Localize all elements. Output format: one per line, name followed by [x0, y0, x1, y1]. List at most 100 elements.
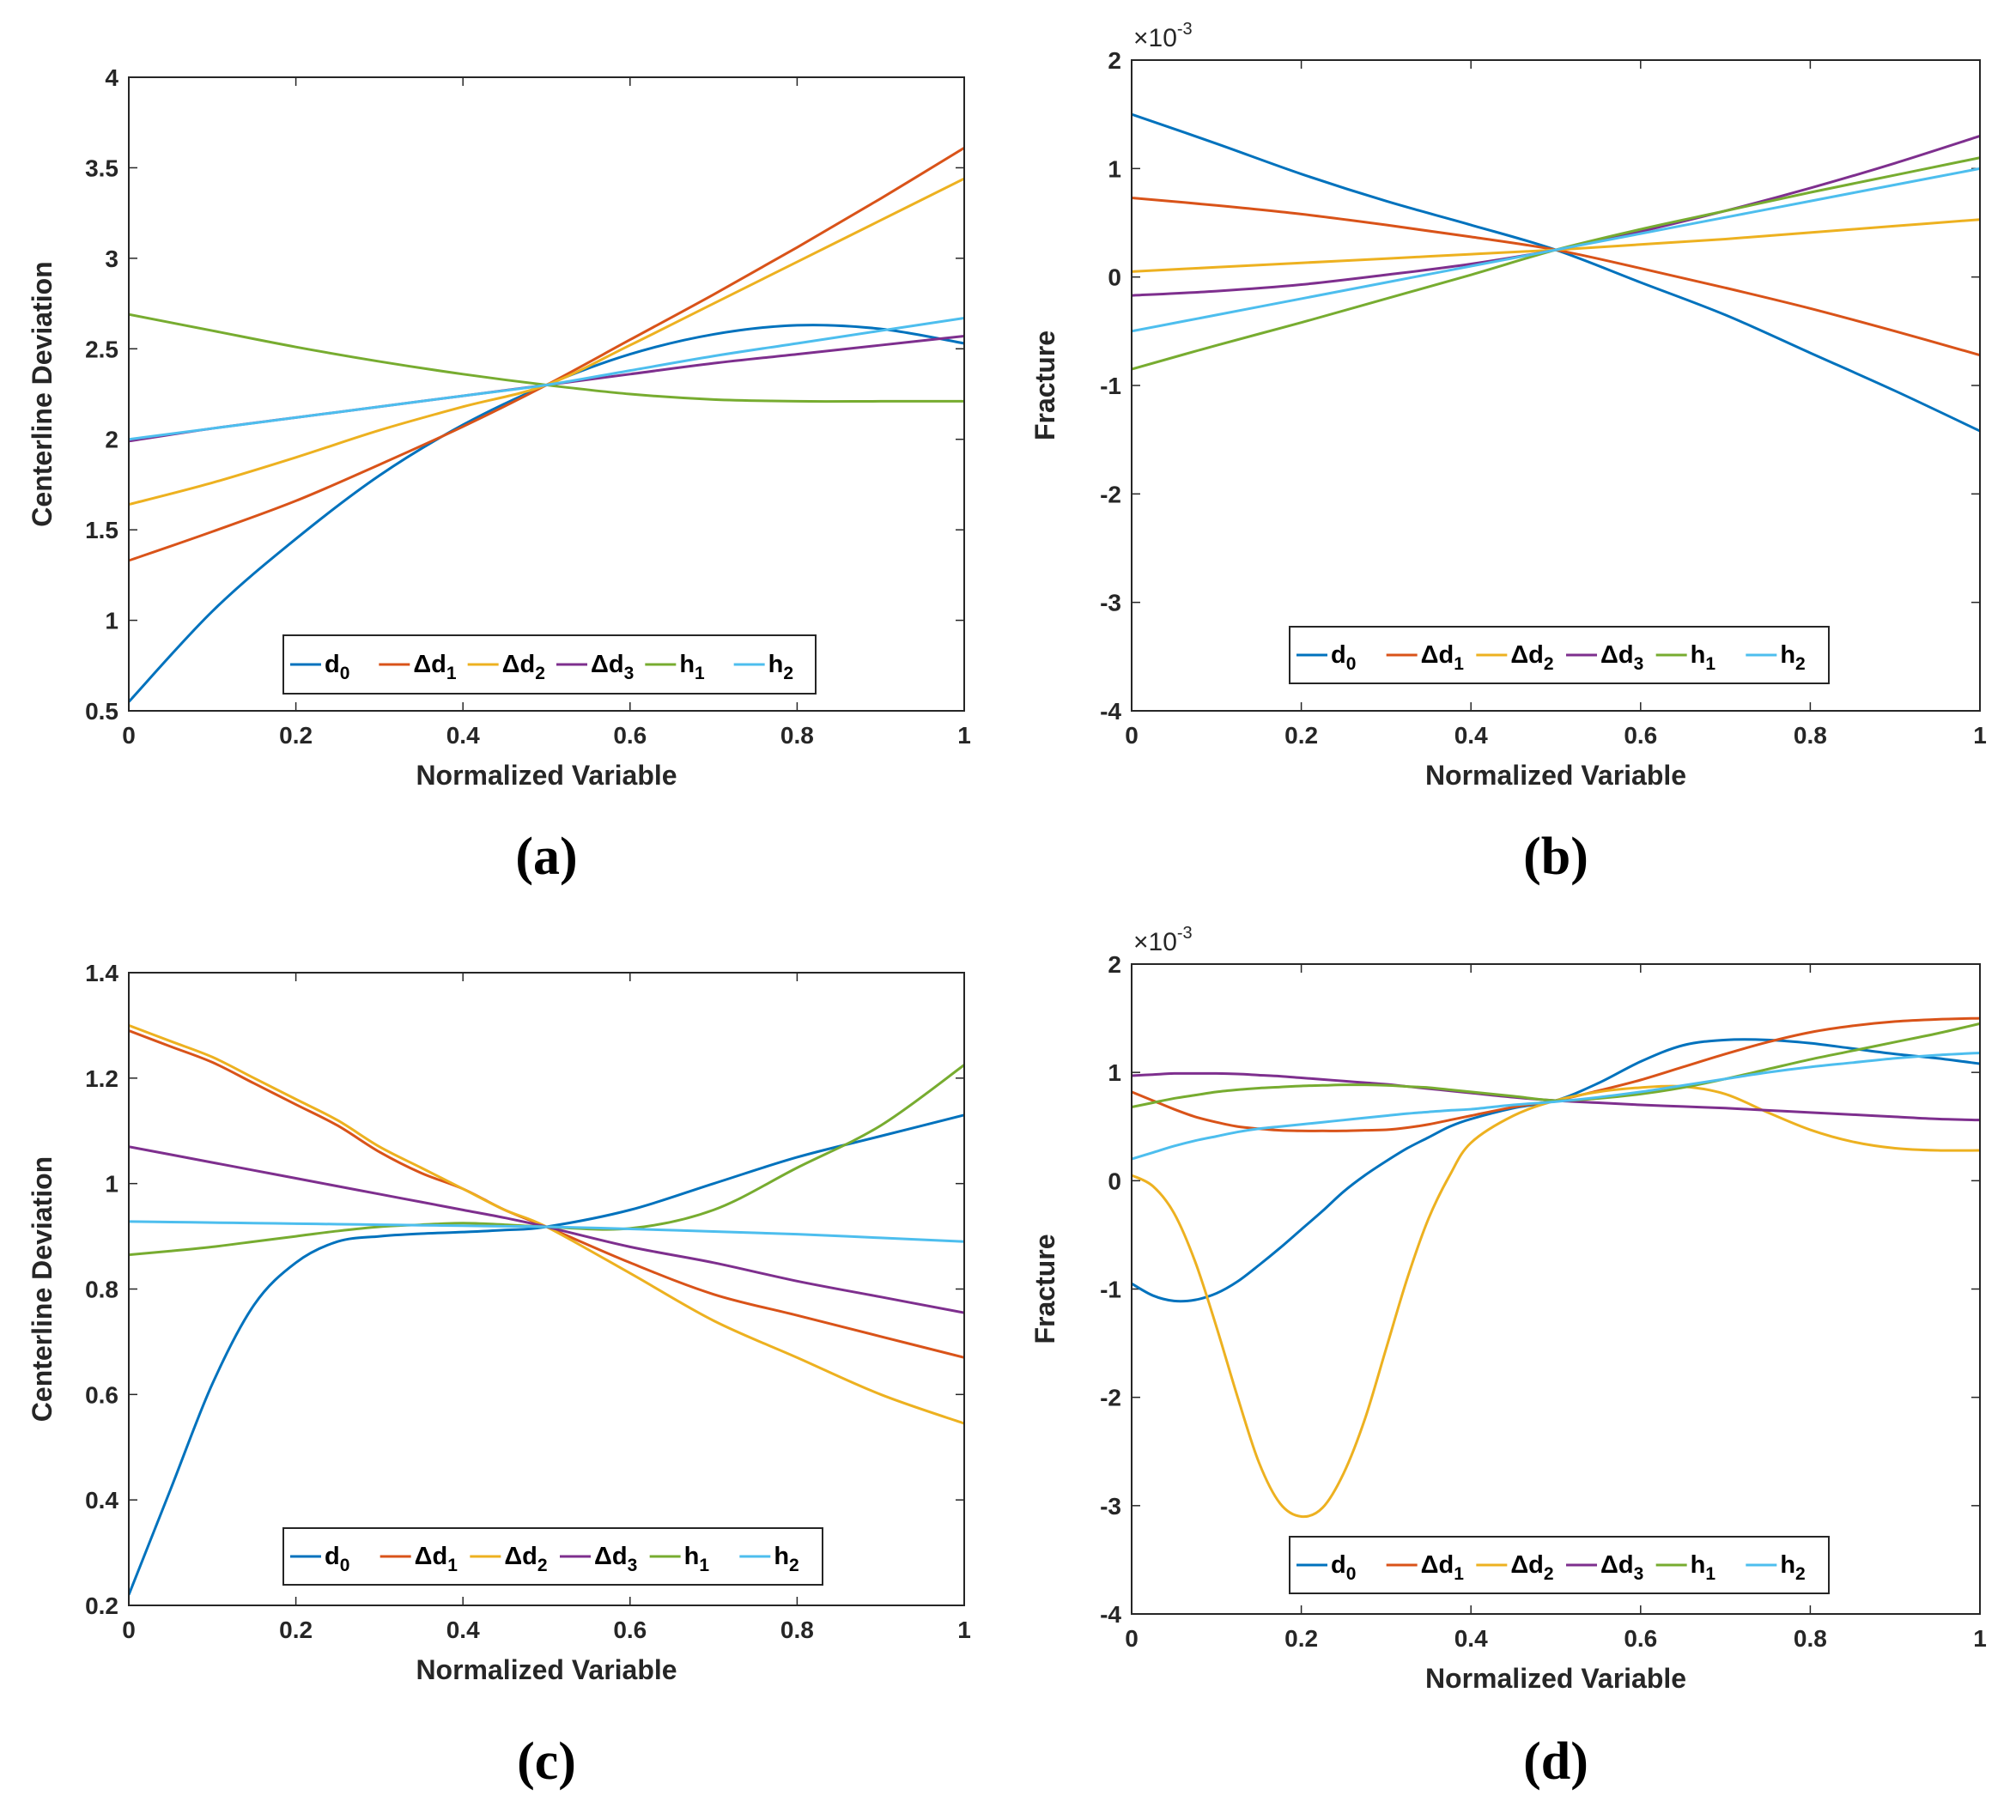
x-axis-label-b: Normalized Variable — [1425, 760, 1686, 791]
legend-b: d0 Δd1 Δd2 Δd3 h1 h2 — [1289, 626, 1830, 684]
y-tick-label-d: 1 — [1108, 1059, 1121, 1086]
legend-subscript: 0 — [1346, 1564, 1357, 1584]
legend-subscript: 2 — [537, 1556, 548, 1575]
legend-subscript: 2 — [535, 664, 545, 683]
panel-label-b: (b) — [1523, 828, 1588, 886]
legend-subscript: 0 — [1346, 654, 1357, 674]
y-tick-label-b: -2 — [1100, 481, 1121, 507]
x-tick-label-c: 0 — [122, 1617, 136, 1643]
series-line-h2 — [129, 1220, 964, 1243]
x-tick-label-c: 0.2 — [279, 1617, 313, 1643]
legend-subscript: 1 — [446, 664, 457, 683]
y-tick-label-a: 0.5 — [85, 698, 118, 725]
series-group-b — [1132, 112, 1980, 433]
plot-area-a — [129, 77, 964, 711]
y-tick-label-b: -1 — [1100, 373, 1121, 399]
x-tick-label-c: 0.8 — [780, 1617, 814, 1643]
y-tick-label-b: -3 — [1100, 590, 1121, 616]
legend-subscript: 0 — [340, 1556, 350, 1575]
x-tick-label-d: 1 — [1973, 1625, 1987, 1652]
y-axis-label-a: Centerline Deviation — [27, 261, 58, 526]
legend-subscript: 1 — [1454, 654, 1464, 674]
y-tick-label-d: -2 — [1100, 1385, 1121, 1411]
x-tick-label-c: 0.6 — [613, 1617, 647, 1643]
series-line-Δd1 — [1132, 1016, 1980, 1132]
panel-label-d: (d) — [1523, 1732, 1588, 1791]
legend-subscript: 0 — [340, 664, 350, 683]
y-tick-label-b: 2 — [1108, 47, 1121, 74]
legend-subscript: 1 — [1705, 654, 1715, 674]
x-tick-label-a: 1 — [957, 722, 971, 749]
plot-area-d — [1132, 964, 1980, 1614]
legend-subscript: 1 — [1454, 1564, 1464, 1584]
series-line-h2 — [129, 316, 964, 441]
series-line-h1 — [129, 1064, 964, 1257]
y-tick-label-c: 0.2 — [85, 1592, 118, 1619]
legend-c: d0 Δd1 Δd2 Δd3 h1 h2 — [282, 1527, 823, 1586]
panel-label-c: (c) — [517, 1732, 576, 1791]
x-tick-label-a: 0.4 — [446, 722, 480, 749]
y-tick-label-d: -4 — [1100, 1601, 1121, 1628]
x-tick-label-a: 0 — [122, 722, 136, 749]
y-tick-label-d: 0 — [1108, 1168, 1121, 1194]
legend-subscript: 2 — [1795, 654, 1806, 674]
series-line-Δd2 — [1132, 1084, 1980, 1519]
legend-a: d0 Δd1 Δd2 Δd3 h1 h2 — [282, 634, 817, 695]
series-line-h2 — [1132, 1051, 1980, 1161]
panel-a: 0 0.2 0.4 0.6 0.8 1 0.5 1 1.5 2 2.5 3 3.5 4 Normalized… — [27, 64, 971, 886]
series-group-d — [1132, 1016, 1980, 1519]
y-tick-label-d: 2 — [1108, 951, 1121, 978]
y-tick-label-c: 1 — [105, 1171, 118, 1198]
legend-subscript: 1 — [695, 664, 705, 683]
y-tick-label-d: -1 — [1100, 1277, 1121, 1303]
y-axis-label-c: Centerline Deviation — [27, 1156, 58, 1422]
y-tick-label-c: 1.4 — [85, 960, 118, 986]
x-tick-label-c: 1 — [957, 1617, 971, 1643]
y-tick-label-a: 4 — [105, 64, 118, 91]
x-tick-label-d: 0 — [1125, 1625, 1139, 1652]
legend-subscript: 3 — [1634, 1564, 1644, 1584]
legend-subscript: 2 — [783, 664, 793, 683]
x-tick-label-a: 0.2 — [279, 722, 313, 749]
legend-box-b — [1289, 626, 1830, 684]
y-axis-label-b: Fracture — [1029, 331, 1060, 440]
legend-subscript: 3 — [628, 1556, 638, 1575]
y-tick-label-a: 2.5 — [85, 336, 118, 362]
x-axis-label-a: Normalized Variable — [416, 760, 677, 791]
series-line-Δd1 — [1132, 196, 1980, 357]
legend-subscript: 2 — [1544, 1564, 1554, 1584]
x-tick-label-a: 0.6 — [613, 722, 647, 749]
plot-area-b — [1132, 60, 1980, 711]
x-tick-label-a: 0.8 — [780, 722, 814, 749]
x-tick-label-b: 0.4 — [1454, 722, 1488, 749]
x-tick-label-d: 0.6 — [1624, 1625, 1657, 1652]
x-tick-label-b: 0.8 — [1794, 722, 1827, 749]
x-axis-label-c: Normalized Variable — [416, 1654, 677, 1685]
axes-box-b — [1131, 59, 1981, 712]
x-tick-label-b: 0.2 — [1284, 722, 1318, 749]
legend-subscript: 1 — [1705, 1564, 1715, 1584]
legend-subscript: 1 — [447, 1556, 458, 1575]
axis-exponent-power-d: -3 — [1177, 924, 1193, 943]
series-line-d0 — [1132, 1038, 1980, 1303]
series-group-c — [129, 1024, 964, 1596]
panel-c: 0 0.2 0.4 0.6 0.8 10.20.40.60.811.21.4Normali… — [27, 960, 971, 1791]
legend-subscript: 3 — [1634, 654, 1644, 674]
panel-d: 0 0.2 0.4 0.6 0.8 1 -4 -3 -2 -1 0 1 2 Normalized Vari… — [1029, 924, 1987, 1791]
legend-subscript: 1 — [699, 1556, 709, 1575]
y-tick-label-c: 0.6 — [85, 1381, 118, 1408]
x-tick-label-b: 1 — [1973, 722, 1987, 749]
panel-label-a: (a) — [515, 828, 577, 886]
y-tick-label-b: -4 — [1100, 698, 1121, 725]
series-line-d0 — [129, 1113, 964, 1596]
series-line-h1 — [1132, 1022, 1980, 1109]
series-line-Δd3 — [129, 1145, 964, 1314]
axes-box-c — [128, 972, 965, 1606]
legend-subscript: 2 — [789, 1556, 799, 1575]
legend-entry-d2: Δd2 — [504, 1543, 547, 1575]
x-tick-label-d: 0.4 — [1454, 1625, 1488, 1652]
series-line-h2 — [1132, 167, 1980, 333]
y-tick-label-a: 2 — [105, 427, 118, 453]
axes-box-a — [128, 76, 965, 712]
